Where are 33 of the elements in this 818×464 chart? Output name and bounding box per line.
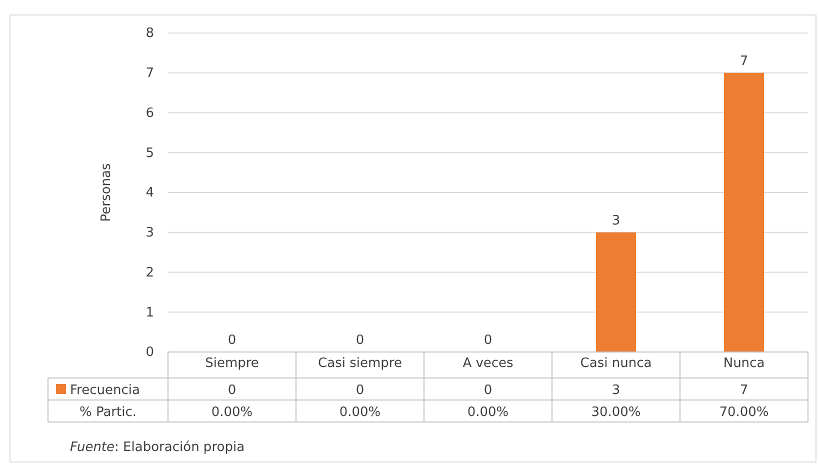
data-label: 3 [612,213,620,228]
text: 70.00% [719,405,769,420]
text: 0.00% [339,405,381,420]
y-tick-label: 2 [146,265,154,280]
data-label: 0 [228,333,236,348]
x-tick-label: Casi nunca [580,356,652,372]
text: 7 [740,383,748,398]
y-tick-label: 5 [146,146,154,161]
y-tick-label: 3 [146,226,154,241]
text: 0 [356,383,364,398]
y-axis-title: Personas [99,163,114,222]
y-tick-label: 7 [146,66,154,82]
text: % Partic. [79,405,137,420]
x-tick-label: Casi siempre [318,356,402,372]
data-label: 0 [484,333,492,348]
x-tick-label: Siempre [205,356,259,372]
x-tick-label: A veces [462,356,514,372]
source-note: Fuente: Elaboración propia [70,440,245,455]
y-tick-label: 1 [146,305,154,320]
y-tick-label: 6 [146,106,154,121]
legend-label: Frecuencia [70,383,140,398]
data-label: 0 [356,333,364,348]
text: 0.00% [467,405,509,420]
data-label: 7 [740,54,748,69]
text: 0 [484,383,492,398]
y-tick-label: 8 [146,26,154,42]
x-tick-label: Nunca [723,356,765,372]
text: 0.00% [211,405,253,420]
y-tick-label: 4 [146,186,154,201]
y-tick-label: 0 [146,345,154,360]
text: 30.00% [591,405,641,420]
text: 0 [228,383,236,398]
text: 3 [612,383,620,398]
